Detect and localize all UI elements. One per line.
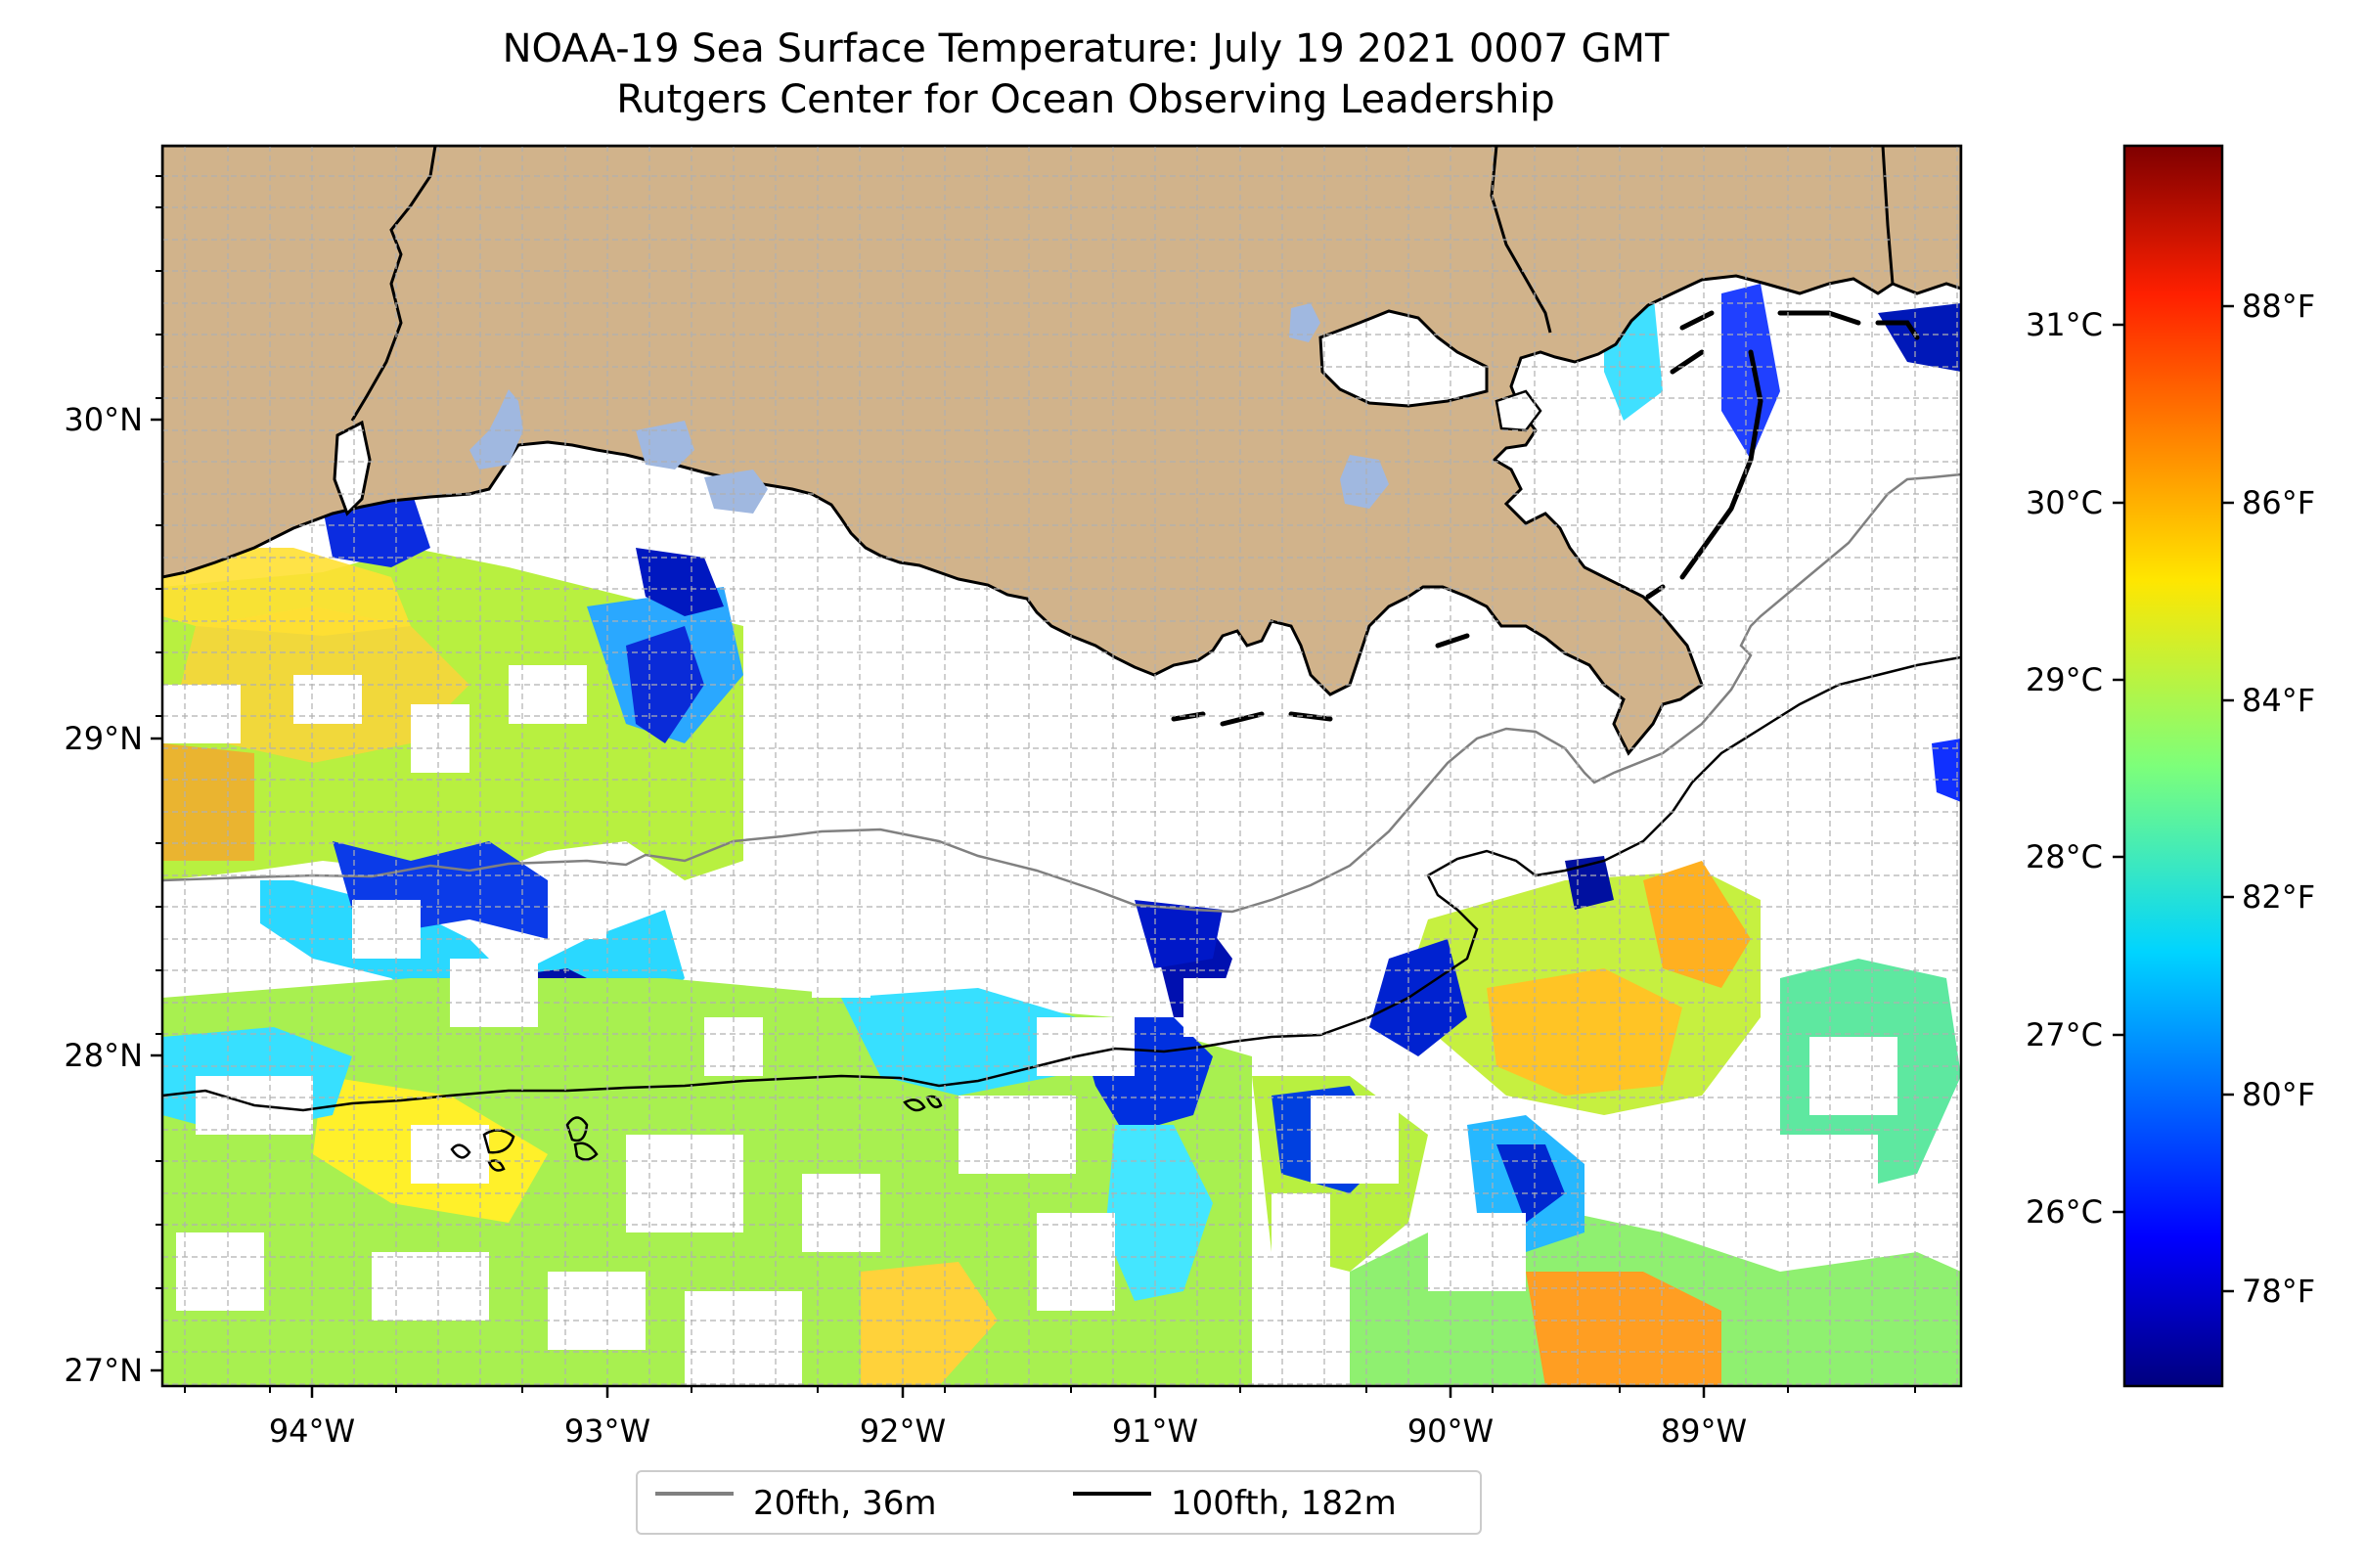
- sst-data-layer: [162, 284, 1961, 1386]
- legend: 20fth, 36m 100fth, 182m: [636, 1470, 1482, 1535]
- lake-pontchartrain: [1318, 309, 1489, 408]
- legend-label-100fth: 100fth, 182m: [1171, 1484, 1397, 1523]
- lat-tick-label: 28°N: [64, 1037, 143, 1074]
- minor-ticks: [156, 175, 1916, 1393]
- bank-contours: [450, 1095, 943, 1172]
- colorbar: [2122, 144, 2224, 1388]
- colorbar-c-label: 31°C: [2026, 306, 2103, 343]
- colorbar-c-ticks: [2113, 323, 2124, 1214]
- legend-label-20fth: 20fth, 36m: [753, 1484, 937, 1523]
- colorbar-f-label: 78°F: [2242, 1273, 2315, 1310]
- chart-title: NOAA-19 Sea Surface Temperature: July 19…: [502, 26, 1670, 71]
- colorbar-c-label: 27°C: [2026, 1016, 2103, 1053]
- lat-tick-label: 30°N: [64, 401, 143, 438]
- colorbar-f-label: 86°F: [2242, 484, 2315, 521]
- lon-tick-label: 90°W: [1407, 1412, 1494, 1450]
- colorbar-c-label: 30°C: [2026, 484, 2103, 521]
- colorbar-f-label: 80°F: [2242, 1076, 2315, 1113]
- lon-tick-label: 93°W: [564, 1412, 650, 1450]
- chart-subtitle: Rutgers Center for Ocean Observing Leade…: [616, 77, 1555, 122]
- gridlines: [162, 146, 1961, 1386]
- colorbar-c-labels: 26°C 27°C 28°C 29°C 30°C 31°C: [2026, 306, 2103, 1231]
- map-area: [162, 146, 1961, 1386]
- lon-tick-label: 94°W: [269, 1412, 355, 1450]
- lat-tick-label: 29°N: [64, 720, 143, 757]
- colorbar-c-label: 26°C: [2026, 1193, 2103, 1231]
- lon-tick-label: 92°W: [860, 1412, 946, 1450]
- lat-tick-labels: 27°N 28°N 29°N 30°N: [64, 401, 143, 1389]
- legend-swatch-100fth: [1073, 1492, 1151, 1496]
- colorbar-f-label: 84°F: [2242, 682, 2315, 719]
- lon-tick-label: 89°W: [1661, 1412, 1747, 1450]
- legend-swatch-20fth: [655, 1492, 734, 1496]
- lat-tick-label: 27°N: [64, 1352, 143, 1389]
- lon-tick-label: 91°W: [1112, 1412, 1198, 1450]
- colorbar-c-label: 29°C: [2026, 661, 2103, 698]
- major-ticks: [151, 418, 1706, 1398]
- colorbar-f-label: 82°F: [2242, 878, 2315, 916]
- colorbar-c-label: 28°C: [2026, 838, 2103, 875]
- colorbar-f-ticks: [2222, 304, 2234, 1293]
- colorbar-f-label: 88°F: [2242, 288, 2315, 325]
- map-frame: [160, 144, 1963, 1388]
- isobath-20fth: [162, 472, 1961, 914]
- colorbar-f-labels: 78°F 80°F 82°F 84°F 86°F 88°F: [2242, 288, 2315, 1310]
- lon-tick-labels: 94°W 93°W 92°W 91°W 90°W 89°W: [269, 1412, 1747, 1450]
